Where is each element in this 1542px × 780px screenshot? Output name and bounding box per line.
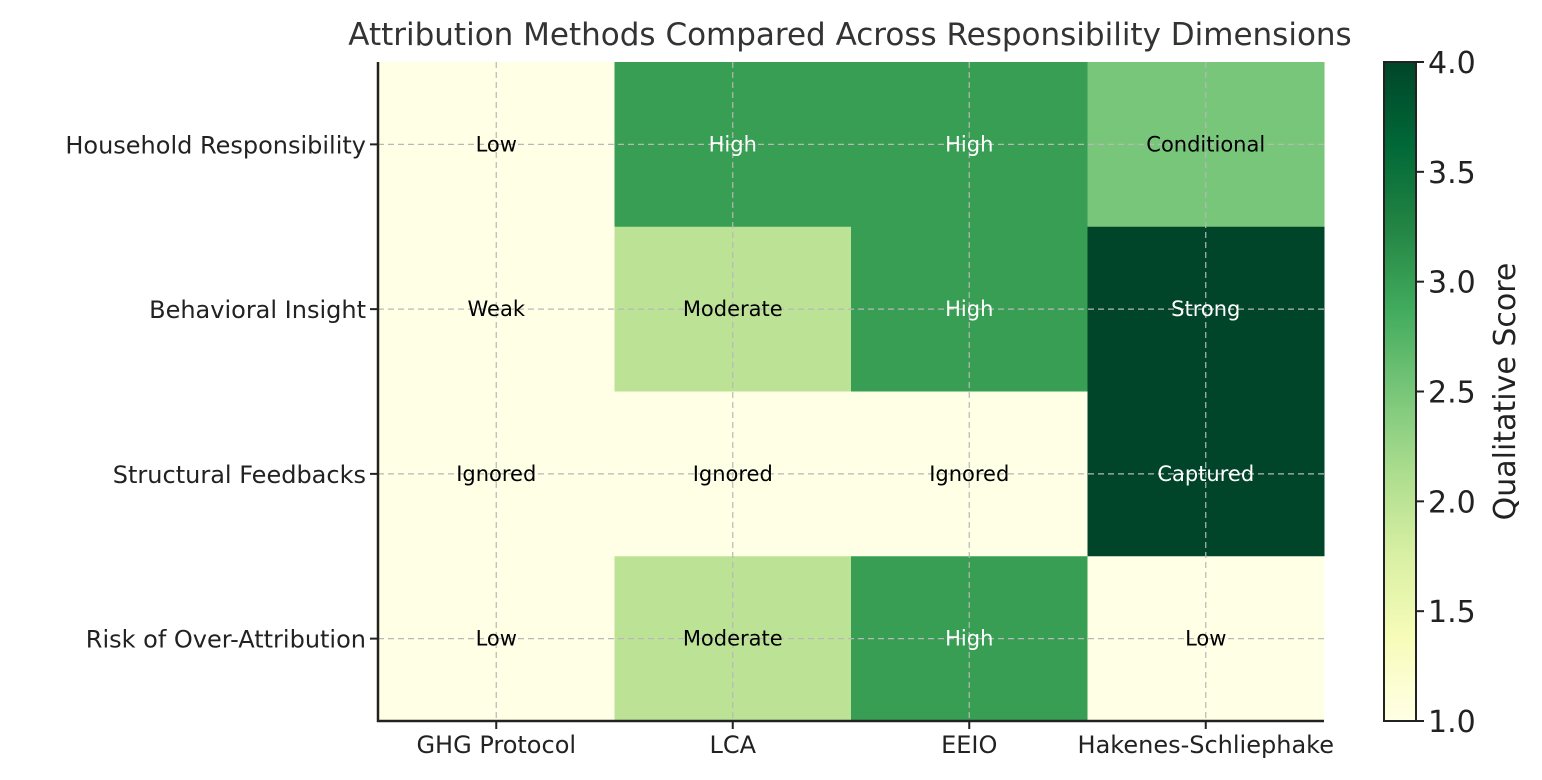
colorbar-label: Qualitative Score (1488, 263, 1523, 521)
cell-label: Conditional (1146, 132, 1265, 156)
y-tick-label: Behavioral Insight (149, 296, 366, 324)
axes (376, 62, 1324, 723)
cell-label: Ignored (456, 462, 536, 486)
cell-label: High (945, 132, 993, 156)
cell-label: Ignored (693, 462, 773, 486)
cell-label: Captured (1157, 462, 1254, 486)
cell-label: Low (476, 627, 517, 651)
colorbar: 1.0 1.5 2.0 2.5 3.0 3.5 4.0 Qualitative Score (1383, 46, 1523, 740)
colorbar-tick-label: 2.0 (1428, 485, 1476, 520)
y-axis-ticks: Household Responsibility Behavioral Insig… (65, 131, 378, 654)
cell-label: Low (1185, 627, 1226, 651)
cell-label: Strong (1171, 297, 1240, 321)
cell-labels: Low High High Conditional Weak Moderate High St… (456, 132, 1265, 650)
x-tick-label: LCA (709, 731, 756, 759)
cell-label: Weak (468, 297, 526, 321)
cell-label: Low (476, 132, 517, 156)
colorbar-tick-label: 3.5 (1428, 156, 1476, 191)
cell-label: Moderate (683, 297, 783, 321)
cell-label: Ignored (929, 462, 1009, 486)
heatmap-cells (378, 62, 1325, 722)
gridlines (378, 62, 1324, 721)
x-axis-ticks: GHG Protocol LCA EEIO Hakenes-Schliephake (416, 721, 1334, 759)
y-tick-label: Structural Feedbacks (113, 461, 366, 489)
cell-label: High (945, 297, 993, 321)
colorbar-tick-label: 1.5 (1428, 595, 1476, 630)
y-tick-label: Household Responsibility (65, 131, 366, 159)
cell-label: Moderate (683, 627, 783, 651)
colorbar-tick-label: 3.0 (1428, 266, 1476, 301)
chart-title: Attribution Methods Compared Across Resp… (348, 17, 1351, 53)
x-tick-label: Hakenes-Schliephake (1078, 731, 1334, 759)
cell-label: High (945, 627, 993, 651)
colorbar-tick-label: 2.5 (1428, 376, 1476, 411)
colorbar-gradient (1383, 61, 1417, 722)
colorbar-tick-label: 4.0 (1428, 46, 1476, 81)
y-tick-label: Risk of Over-Attribution (86, 626, 366, 654)
x-tick-label: EEIO (941, 731, 997, 759)
cell-label: High (709, 132, 757, 156)
colorbar-tick-label: 1.0 (1428, 705, 1476, 740)
x-tick-label: GHG Protocol (416, 731, 576, 759)
